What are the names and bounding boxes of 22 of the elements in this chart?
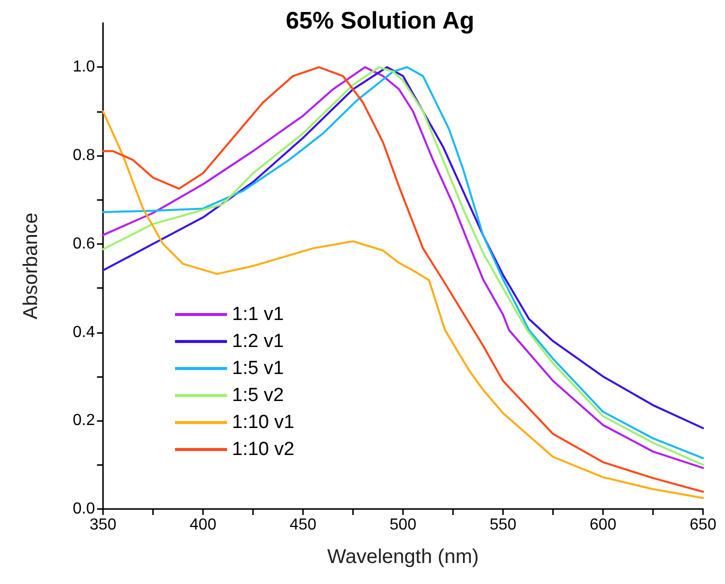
y-tick-label: 0.8 [72,147,96,164]
legend-label: 1:2 v1 [232,331,284,352]
x-tick-label: 450 [290,516,316,534]
x-tick-label: 350 [90,516,116,534]
chart-title: 65% Solution Ag [286,8,474,34]
y-tick-label: 0.2 [72,412,96,430]
legend-label: 1:10 v2 [232,439,294,460]
x-tick-label: 550 [490,516,516,534]
legend-label: 1:5 v1 [232,358,284,379]
legend-label: 1:10 v1 [232,412,294,433]
x-tick-label: 400 [190,516,216,534]
legend-label: 1:1 v1 [232,304,284,325]
x-axis-title: Wavelength (nm) [327,546,479,568]
y-tick-label: 0.6 [72,235,96,252]
y-tick-label: 0.0 [72,500,96,518]
y-tick-label: 1.0 [72,58,96,76]
x-tick-label: 600 [590,516,616,534]
y-tick-label: 0.4 [72,324,96,341]
x-tick-label: 500 [390,516,416,534]
x-tick-label: 650 [690,516,716,534]
y-axis-title: Absorbance [20,212,42,320]
legend-label: 1:5 v2 [232,385,284,406]
